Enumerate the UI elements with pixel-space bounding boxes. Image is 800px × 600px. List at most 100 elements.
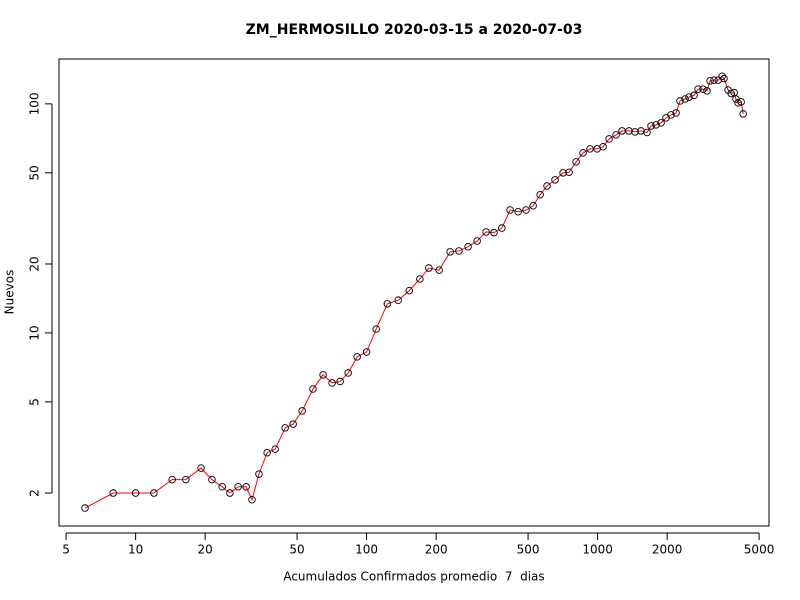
y-tick-label: 100	[28, 92, 42, 115]
data-point	[353, 353, 361, 361]
data-point	[464, 242, 472, 251]
y-tick-label: 5	[28, 398, 42, 406]
data-point	[208, 475, 216, 484]
x-tick-label: 10	[128, 543, 143, 557]
data-point	[720, 74, 728, 83]
data-point	[416, 275, 424, 283]
x-tick-label: 200	[425, 543, 448, 557]
data-point	[446, 248, 454, 256]
x-tick-label: 50	[289, 543, 304, 557]
y-tick-label: 20	[28, 256, 42, 271]
data-point	[328, 379, 336, 387]
data-point	[690, 91, 698, 100]
data-point	[150, 489, 158, 497]
chart-title: ZM_HERMOSILLO 2020-03-15 a 2020-07-03	[246, 22, 583, 38]
data-point	[131, 489, 140, 497]
data-point	[612, 131, 620, 139]
data-point	[706, 77, 714, 85]
data-point	[197, 464, 205, 472]
data-point	[383, 300, 392, 308]
data-point	[543, 182, 551, 190]
data-point	[685, 93, 693, 101]
y-tick-label: 2	[28, 489, 42, 497]
data-point	[81, 504, 89, 512]
data-point	[514, 208, 522, 216]
data-point	[255, 470, 263, 478]
data-point	[572, 158, 580, 166]
data-point	[737, 98, 745, 106]
data-point	[425, 264, 433, 272]
data-point	[718, 72, 726, 81]
data-point	[672, 109, 680, 117]
y-tick-label: 50	[28, 165, 42, 180]
data-point	[529, 202, 537, 210]
data-point	[522, 206, 530, 214]
data-point	[714, 76, 722, 84]
data-point	[226, 489, 234, 497]
data-point	[362, 348, 371, 356]
data-point	[506, 206, 514, 214]
data-point	[309, 385, 317, 393]
x-tick-label: 5000	[744, 543, 775, 557]
data-point	[344, 369, 352, 377]
data-point	[703, 87, 711, 95]
data-point	[699, 85, 707, 93]
data-point	[490, 228, 498, 237]
data-point	[694, 85, 702, 93]
data-point	[727, 89, 735, 98]
data-point	[372, 325, 380, 333]
x-tick-label: 500	[517, 543, 540, 557]
data-point	[405, 286, 414, 295]
x-tick-label: 1000	[582, 543, 613, 557]
data-point	[271, 445, 279, 453]
x-axis-label: Acumulados Confirmados promedio 7 dias	[283, 570, 544, 584]
data-point	[605, 135, 613, 143]
data-point	[281, 424, 289, 432]
data-point	[643, 128, 651, 137]
data-point	[667, 111, 675, 119]
data-point	[599, 142, 607, 151]
data-point	[435, 266, 443, 274]
data-point	[631, 128, 639, 136]
data-point	[739, 110, 747, 118]
data-point	[681, 95, 689, 103]
data-point	[586, 145, 594, 153]
data-point	[647, 122, 655, 130]
x-tick-label: 100	[355, 543, 378, 557]
x-tick-label: 2000	[652, 543, 683, 557]
data-point	[473, 237, 481, 245]
data-point	[482, 228, 490, 236]
data-point	[394, 296, 402, 304]
x-tick-label: 20	[198, 543, 213, 557]
data-point	[248, 495, 256, 504]
data-point	[298, 407, 306, 415]
x-tick-label: 5	[62, 543, 70, 557]
y-tick-label: 10	[28, 325, 42, 340]
data-point	[652, 121, 660, 129]
data-point	[234, 483, 242, 491]
data-point	[625, 127, 633, 135]
data-point	[263, 448, 271, 457]
data-point	[319, 371, 327, 379]
data-point	[109, 489, 117, 497]
data-point	[289, 420, 297, 428]
data-point	[455, 247, 463, 255]
data-line	[84, 75, 744, 509]
data-point	[536, 191, 544, 199]
data-point	[657, 119, 665, 127]
data-point	[565, 168, 573, 176]
data-point	[182, 475, 190, 484]
data-point	[559, 169, 567, 177]
y-axis-label: Nuevos	[3, 270, 17, 315]
data-point	[710, 76, 718, 84]
data-point	[242, 483, 250, 491]
data-point	[676, 97, 684, 105]
data-point	[551, 176, 559, 184]
plot-frame	[58, 58, 770, 527]
data-point	[579, 149, 587, 157]
data-point	[168, 475, 176, 484]
data-point	[218, 483, 226, 491]
data-point	[498, 224, 506, 232]
data-point	[336, 377, 344, 386]
